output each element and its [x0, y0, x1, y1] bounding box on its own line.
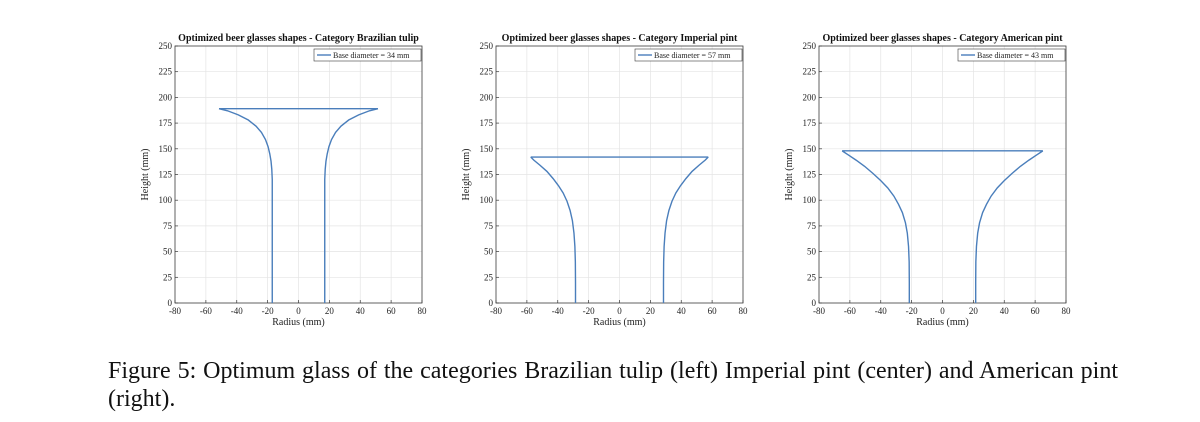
series-line-right-wall — [662, 156, 709, 303]
x-tick-label: 60 — [387, 306, 397, 316]
y-tick-label: 250 — [803, 41, 817, 51]
x-tick-label: 40 — [356, 306, 366, 316]
legend-box — [313, 48, 422, 62]
figure-caption: Figure 5: Optimum glass of the categorie… — [108, 358, 1118, 412]
chart-panel-1: -80 -60 -40 -20 0 20 40 60 80 0 25 50 75 100 125 150 175… — [140, 33, 427, 328]
legend-box — [634, 48, 743, 62]
y-tick-label: 50 — [807, 247, 817, 257]
x-tick-label: -60 — [521, 306, 533, 316]
x-tick-label: 60 — [708, 306, 718, 316]
x-tick-label: -60 — [844, 306, 856, 316]
x-tick-label: 20 — [646, 306, 656, 316]
legend-box — [957, 48, 1066, 62]
y-tick-label: 0 — [812, 298, 817, 308]
y-tick-label: 0 — [168, 298, 173, 308]
y-tick-label: 25 — [484, 272, 494, 282]
y-tick-label: 150 — [803, 144, 817, 154]
y-tick-label: 125 — [159, 170, 173, 180]
x-tick-label: -40 — [875, 306, 887, 316]
series-line-left-wall — [218, 108, 273, 303]
legend-entry: Base diameter = 57 mm — [654, 51, 731, 60]
x-axis-label: Radius (mm) — [272, 317, 325, 328]
x-axis-label: Radius (mm) — [916, 317, 969, 328]
legend-entry: Base diameter = 43 mm — [977, 51, 1054, 60]
y-tick-label: 0 — [489, 298, 494, 308]
y-tick-label: 50 — [163, 247, 173, 257]
y-tick-label: 150 — [159, 144, 173, 154]
x-tick-label: 0 — [617, 306, 622, 316]
y-tick-label: 75 — [484, 221, 494, 231]
chart-title: Optimized beer glasses shapes - Category… — [178, 33, 419, 44]
y-tick-label: 200 — [159, 92, 173, 102]
chart-title: Optimized beer glasses shapes - Category… — [822, 33, 1063, 44]
x-tick-label: 40 — [1000, 306, 1010, 316]
x-tick-label: 40 — [677, 306, 687, 316]
chart-title: Optimized beer glasses shapes - Category… — [502, 33, 738, 44]
legend-entry: Base diameter = 34 mm — [333, 51, 410, 60]
series-line-right-wall — [974, 150, 1044, 303]
y-axis-label: Height (mm) — [784, 149, 795, 201]
figure-charts: -80 -60 -40 -20 0 20 40 60 80 0 25 50 75 100 125 150 175… — [140, 33, 1071, 328]
y-tick-label: 25 — [163, 272, 173, 282]
y-tick-label: 125 — [803, 170, 817, 180]
y-tick-label: 225 — [803, 67, 817, 77]
series-line-right-wall — [324, 108, 379, 303]
y-tick-label: 250 — [159, 41, 173, 51]
chart-panel-3: -80 -60 -40 -20 0 20 40 60 80 0 25 50 75 100 125 150 175… — [784, 33, 1071, 328]
x-tick-label: -20 — [262, 306, 274, 316]
y-tick-label: 200 — [480, 92, 494, 102]
x-tick-label: -40 — [231, 306, 243, 316]
y-tick-label: 150 — [480, 144, 494, 154]
y-tick-label: 50 — [484, 247, 494, 257]
y-tick-label: 175 — [480, 118, 494, 128]
x-tick-label: -80 — [490, 306, 502, 316]
x-tick-label: -20 — [583, 306, 595, 316]
x-tick-label: 80 — [418, 306, 428, 316]
y-tick-label: 175 — [159, 118, 173, 128]
y-tick-label: 75 — [807, 221, 817, 231]
x-tick-label: -20 — [906, 306, 918, 316]
x-tick-label: 60 — [1031, 306, 1041, 316]
x-tick-label: 20 — [325, 306, 335, 316]
x-tick-label: 0 — [940, 306, 945, 316]
y-axis-label: Height (mm) — [461, 149, 472, 201]
x-tick-label: -80 — [169, 306, 181, 316]
x-tick-label: -40 — [552, 306, 564, 316]
x-tick-label: 0 — [296, 306, 301, 316]
y-tick-label: 100 — [803, 195, 817, 205]
y-tick-label: 125 — [480, 170, 494, 180]
series-line-left-wall — [530, 156, 577, 303]
y-tick-label: 75 — [163, 221, 173, 231]
chart-panel-2: -80 -60 -40 -20 0 20 40 60 80 0 25 50 75 100 125 150 175… — [461, 33, 748, 328]
y-axis-label: Height (mm) — [140, 149, 151, 201]
y-tick-label: 225 — [480, 67, 494, 77]
x-tick-label: -60 — [200, 306, 212, 316]
x-tick-label: -80 — [813, 306, 825, 316]
y-tick-label: 225 — [159, 67, 173, 77]
y-tick-label: 200 — [803, 92, 817, 102]
y-tick-label: 175 — [803, 118, 817, 128]
x-tick-label: 80 — [739, 306, 749, 316]
x-tick-label: 80 — [1062, 306, 1072, 316]
y-tick-label: 100 — [159, 195, 173, 205]
y-tick-label: 250 — [480, 41, 494, 51]
y-tick-label: 100 — [480, 195, 494, 205]
x-tick-label: 20 — [969, 306, 979, 316]
x-axis-label: Radius (mm) — [593, 317, 646, 328]
series-line-left-wall — [841, 150, 911, 303]
y-tick-label: 25 — [807, 272, 817, 282]
